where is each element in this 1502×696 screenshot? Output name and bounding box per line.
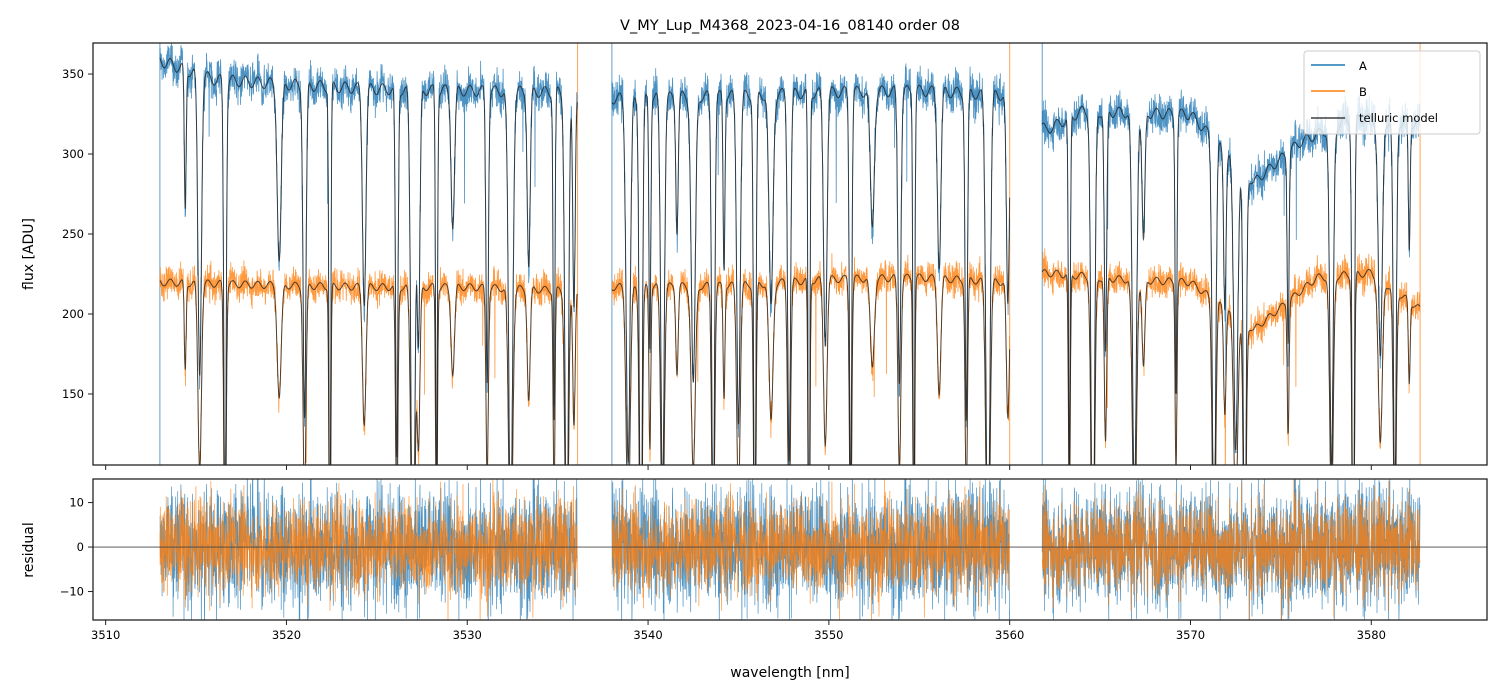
x-tick-label: 3530 <box>453 628 482 642</box>
flux-axes-frame <box>92 42 1488 466</box>
flux-y-tick-label: 150 <box>62 387 84 401</box>
chart-title: V_MY_Lup_M4368_2023-04-16_08140 order 08 <box>620 18 960 34</box>
residual-y-axis-label: residual <box>21 522 37 577</box>
residual-axis-ticks: −10 0 10 3510 3520 3530 3540 3550 3560 3570 3580 <box>60 496 1386 642</box>
residual-y-tick-label: 0 <box>77 540 84 554</box>
x-tick-label: 3560 <box>995 628 1024 642</box>
x-tick-label: 3510 <box>91 628 120 642</box>
x-tick-label: 3540 <box>633 628 662 642</box>
residual-y-tick-label: −10 <box>60 585 84 599</box>
x-tick-label: 3550 <box>814 628 843 642</box>
legend-label-b: B <box>1359 85 1367 99</box>
flux-y-axis-label: flux [ADU] <box>21 218 37 290</box>
legend-label-a: A <box>1359 59 1367 73</box>
residual-plot-area <box>93 479 1487 620</box>
flux-y-tick-label: 250 <box>62 227 84 241</box>
x-tick-label: 3570 <box>1176 628 1205 642</box>
flux-y-tick-label: 200 <box>62 307 84 321</box>
x-tick-label: 3580 <box>1357 628 1386 642</box>
flux-y-tick-label: 300 <box>62 147 84 161</box>
flux-y-tick-label: 350 <box>62 67 84 81</box>
residual-b-line <box>159 479 1421 620</box>
telluric-model-b-line <box>159 268 1421 465</box>
residual-axes-frame <box>92 478 1488 621</box>
x-axis-label: wavelength [nm] <box>730 665 849 681</box>
legend-label-telluric: telluric model <box>1359 111 1438 125</box>
flux-axis-ticks: 150 200 250 300 350 <box>62 67 1372 470</box>
residual-y-tick-label: 10 <box>69 496 84 510</box>
legend: A B telluric model <box>1303 50 1481 135</box>
legend-box <box>1303 50 1481 135</box>
x-tick-label: 3520 <box>272 628 301 642</box>
